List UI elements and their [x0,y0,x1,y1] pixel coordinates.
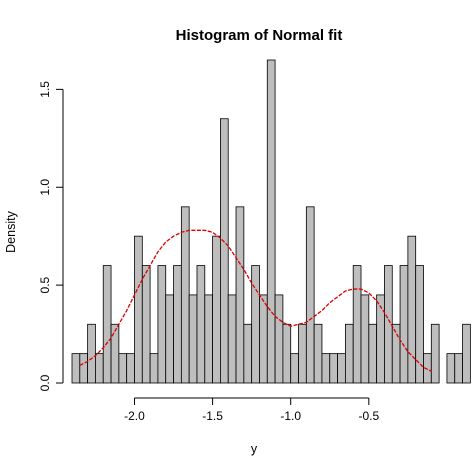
histogram-bar [110,323,120,384]
histogram-bar [79,353,89,384]
density-curve-layer [79,229,432,372]
histogram-bar [454,353,463,384]
histogram-bar [298,323,307,384]
histogram-bar [305,206,315,384]
x-axis: -2.0 -1.5 -1.0 -0.5 [124,397,379,423]
histogram-bar [360,294,370,384]
histogram-bar [196,265,206,384]
y-tick-label: 0.0 [38,374,52,391]
histogram-bar [126,353,135,384]
histogram-bar [446,353,456,384]
histogram-bar [141,265,151,384]
histogram-bar [376,294,385,384]
density-curve [79,229,432,372]
histogram-bar [313,323,323,384]
histogram-bar [391,323,401,384]
histogram-bar [337,353,346,384]
y-axis-label: Density [4,210,18,252]
histogram-bar [149,353,159,384]
histogram-bar [368,323,378,384]
y-tick-label: 1.0 [38,179,52,196]
histogram-bar [102,265,112,384]
histogram-bar [188,294,198,384]
histogram-bar [204,294,213,384]
histogram-bar [251,265,260,384]
x-tick-label: -2.0 [124,409,145,423]
histogram-bar [227,294,237,384]
chart-title: Histogram of Normal fit [176,27,343,44]
x-axis-label: y [251,442,258,456]
histogram-bar [430,323,440,384]
histogram-bars [71,59,471,384]
histogram-bar [173,265,182,384]
histogram-bar [235,206,245,384]
histogram-bar [180,206,190,384]
histogram-bar [329,353,338,384]
histogram-bar [259,294,268,384]
histogram-bar [462,323,471,384]
x-tick-label: -1.5 [202,409,223,423]
histogram-bar [157,265,167,384]
histogram-bar [321,353,331,384]
x-tick-label: -0.5 [358,409,379,423]
y-tick-label: 0.5 [38,276,52,293]
histogram-bar [220,118,229,384]
histogram-bar [290,353,299,384]
y-axis: 0.0 0.5 1.0 1.5 [38,81,64,391]
histogram-bar [274,294,284,384]
x-tick-label: -1.0 [280,409,301,423]
histogram-bar [243,323,253,384]
histogram-bar [415,265,424,384]
histogram-bar [399,265,409,384]
histogram-bar [165,294,174,384]
histogram-bar [87,323,96,384]
histogram-bar [344,323,354,384]
histogram-bar [407,235,417,384]
histogram-bar [212,235,221,384]
histogram-bar [352,265,362,384]
y-tick-label: 1.5 [38,81,52,98]
histogram-bar [134,235,143,384]
histogram-bar [71,353,81,384]
histogram-bar [118,353,128,384]
histogram-bar [282,323,292,384]
histogram-bar [266,59,276,384]
histogram-bar [95,353,104,384]
